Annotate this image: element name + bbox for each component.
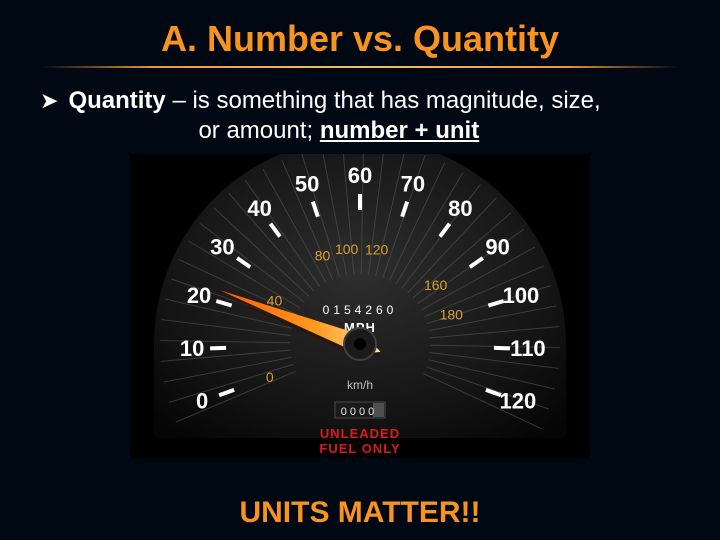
- footer: UNITS MATTER!!: [40, 486, 680, 530]
- svg-text:40: 40: [247, 196, 271, 221]
- odometer: 0154260: [323, 303, 398, 317]
- svg-text:100: 100: [503, 283, 540, 308]
- needle-hub-center: [354, 338, 366, 350]
- footer-text: UNITS MATTER!!: [40, 496, 680, 530]
- bullet-glyph-icon: ➤: [40, 86, 58, 114]
- body-text: Quantity – is something that has magnitu…: [68, 86, 600, 146]
- svg-text:80: 80: [448, 196, 472, 221]
- bullet-row: ➤ Quantity – is something that has magni…: [40, 86, 680, 146]
- slide-title: A. Number vs. Quantity: [40, 18, 680, 60]
- body-line2-indent: or amount; number + unit: [68, 117, 479, 144]
- svg-text:110: 110: [510, 336, 546, 361]
- body-emph: number + unit: [320, 117, 479, 144]
- svg-text:0: 0: [266, 369, 274, 385]
- svg-text:60: 60: [348, 163, 372, 188]
- svg-text:70: 70: [401, 172, 425, 197]
- gauge-zone: 0102030405060708090100110120 04080100120…: [40, 154, 680, 486]
- svg-text:0: 0: [196, 388, 208, 413]
- speedometer: 0102030405060708090100110120 04080100120…: [130, 154, 590, 458]
- speedometer-svg: 0102030405060708090100110120 04080100120…: [130, 154, 590, 458]
- trip-meter: 0000: [341, 406, 377, 418]
- kmh-label: km/h: [347, 378, 373, 392]
- fuel-label-1: UNLEADED: [320, 426, 400, 441]
- svg-text:160: 160: [424, 277, 448, 293]
- svg-text:50: 50: [295, 172, 319, 197]
- term-quantity: Quantity: [68, 87, 165, 114]
- title-block: A. Number vs. Quantity: [40, 14, 680, 86]
- svg-text:100: 100: [335, 241, 359, 257]
- body-line2-prefix: or amount;: [198, 117, 319, 144]
- svg-text:120: 120: [365, 241, 389, 257]
- svg-text:180: 180: [440, 306, 464, 322]
- slide: A. Number vs. Quantity ➤ Quantity – is s…: [0, 0, 720, 540]
- fuel-label-2: FUEL ONLY: [319, 441, 400, 456]
- svg-text:10: 10: [180, 336, 204, 361]
- svg-text:20: 20: [187, 283, 211, 308]
- title-underline: [40, 66, 680, 68]
- svg-text:120: 120: [500, 388, 537, 413]
- svg-text:30: 30: [210, 235, 234, 260]
- svg-text:90: 90: [485, 235, 509, 260]
- svg-text:80: 80: [315, 248, 331, 264]
- body-line1: – is something that has magnitude, size,: [166, 87, 601, 114]
